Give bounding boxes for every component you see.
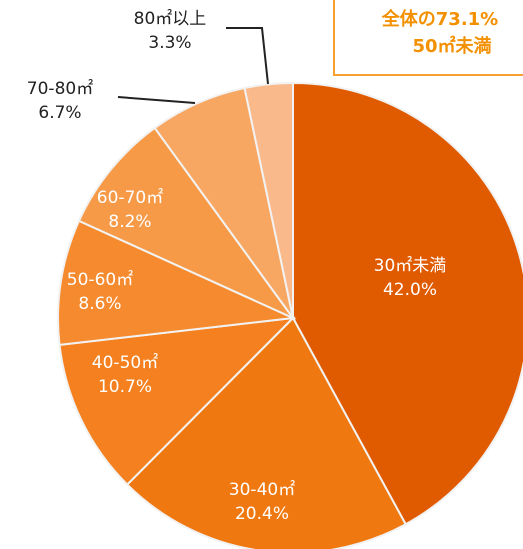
slice-label: 30-40㎡ [229,480,295,500]
pie-slice [77,126,297,321]
value-label: 3.3% [148,33,191,53]
pie-slice [243,81,294,319]
value-label: 6.7% [38,103,81,123]
annotation: 50㎡未満 [412,35,491,57]
pie-slice [57,219,297,347]
slice-label: 60-70㎡ [97,188,163,208]
annotation: 全体の73.1% [381,8,498,30]
slice-label: 30㎡未満 [374,256,447,276]
leader-line [226,27,269,85]
pie-slice [58,316,296,486]
slice-label: 70-80㎡ [27,79,93,99]
value-label: 8.2% [108,212,151,232]
value-label: 10.7% [98,377,152,397]
value-label: 20.4% [235,504,289,524]
value-label: 42.0% [383,280,437,300]
value-label: 8.6% [78,294,121,314]
slice-label: 80㎡以上 [134,9,207,29]
pie-slice [292,81,523,526]
slice-label: 50-60㎡ [67,270,133,290]
pie-slice [125,316,408,549]
leader-line [117,96,196,104]
slice-label: 40-50㎡ [92,353,158,373]
annotation-box [333,0,523,76]
